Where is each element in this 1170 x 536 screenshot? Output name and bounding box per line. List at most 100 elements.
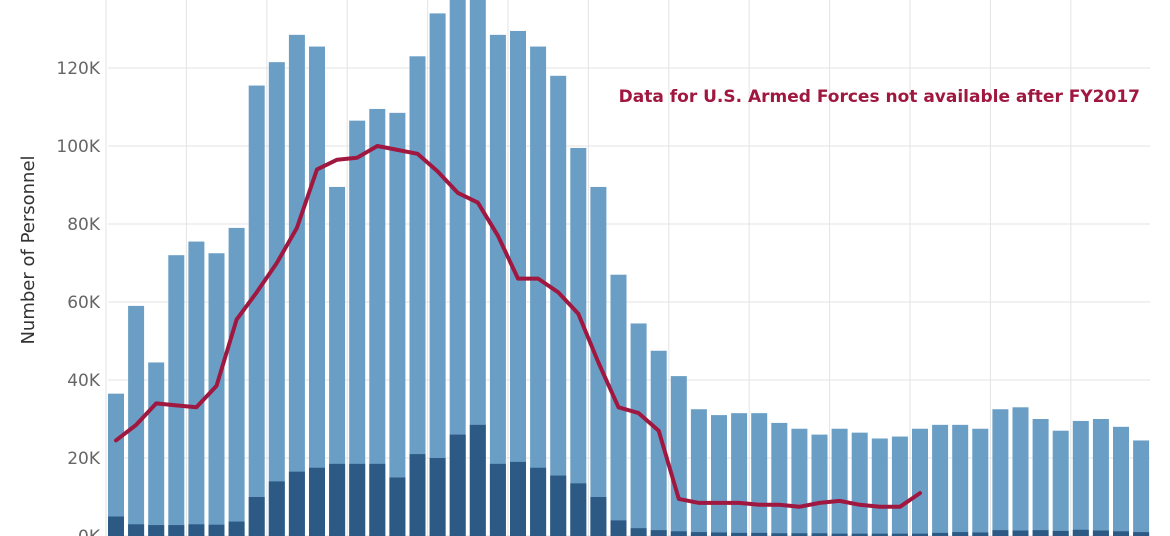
bar-subset [188, 524, 205, 536]
bar-subset [128, 524, 145, 536]
bar-subset [288, 471, 305, 536]
bar-subset [731, 532, 748, 536]
bar-subset [791, 533, 808, 536]
bar-total [871, 438, 888, 536]
bar-total [570, 147, 587, 536]
bar-subset [510, 461, 526, 536]
bar-total [751, 413, 768, 536]
bar-total [771, 422, 788, 536]
bar-total [1032, 419, 1049, 536]
bar-subset [1052, 530, 1069, 536]
bar-subset [1113, 531, 1129, 536]
bar-subset [349, 463, 366, 536]
y-tick-label: 80K [67, 215, 101, 235]
bar-total [791, 428, 808, 536]
y-axis-label: Number of Personnel [18, 155, 39, 344]
bar-total [992, 409, 1009, 536]
bar-total [128, 305, 145, 536]
bar-total [469, 0, 486, 536]
y-tick-label: 0K [78, 527, 101, 536]
bar-total [711, 415, 727, 536]
bar-subset [409, 454, 426, 536]
bar-subset [108, 516, 124, 536]
y-tick-label: 140K [56, 0, 100, 1]
bar-total [630, 323, 647, 536]
bar-subset [972, 532, 989, 536]
bar-subset [389, 477, 406, 536]
bar-subset [469, 424, 486, 536]
bar-subset [811, 533, 828, 536]
bar-total [851, 432, 868, 536]
bar-subset [148, 525, 165, 536]
bar-total [168, 255, 185, 536]
bar-total [188, 241, 205, 536]
bar-subset [228, 521, 245, 536]
bar-subset [449, 434, 466, 536]
bar-subset [831, 533, 848, 536]
bar-total [1072, 420, 1089, 536]
bar-subset [208, 524, 225, 536]
bar-subset [851, 533, 868, 536]
bar-total [248, 85, 265, 536]
bar-total [429, 13, 446, 536]
bar-total [449, 0, 466, 536]
bar-total [1052, 430, 1069, 536]
bar-subset [268, 481, 285, 536]
bar-total [670, 376, 687, 536]
bar-subset [932, 532, 949, 536]
bar-total [288, 34, 305, 536]
y-tick-label: 100K [56, 137, 100, 157]
bar-total [530, 46, 547, 536]
bar-total [650, 350, 667, 536]
bar-subset [912, 533, 928, 536]
bar-subset [751, 532, 768, 536]
y-tick-label: 20K [67, 449, 101, 469]
bar-subset [1092, 530, 1109, 536]
bar-subset [550, 475, 567, 536]
bar-subset [489, 463, 506, 536]
bar-subset [1012, 530, 1029, 536]
bar-total [349, 120, 366, 536]
bar-total [369, 108, 386, 536]
bar-total [731, 413, 748, 536]
bar-total [952, 424, 969, 536]
y-tick-label: 60K [67, 293, 101, 313]
bar-subset [610, 520, 627, 536]
bar-total [972, 428, 989, 536]
bar-total [208, 253, 225, 536]
bar-subset [590, 497, 607, 536]
bar-total [148, 362, 165, 536]
bar-total [690, 409, 707, 536]
bars-subset [108, 424, 1150, 536]
annotation-note: Data for U.S. Armed Forces not available… [619, 87, 1140, 107]
bar-subset [429, 458, 446, 536]
y-tick-label: 40K [67, 371, 101, 391]
bar-total [489, 34, 506, 536]
bar-subset [650, 530, 667, 536]
bar-subset [1032, 530, 1049, 536]
bar-subset [711, 532, 727, 536]
bar-subset [530, 467, 547, 536]
bar-subset [248, 497, 265, 536]
bar-total [329, 186, 346, 536]
bar-total [108, 393, 124, 536]
bar-subset [771, 533, 788, 536]
bar-subset [1072, 529, 1089, 536]
bar-subset [871, 533, 888, 536]
line-series [114, 144, 922, 509]
y-tick-label: 120K [56, 59, 100, 79]
bar-total [1113, 426, 1129, 536]
bar-total [268, 62, 285, 536]
bar-subset [670, 531, 687, 536]
bar-subset [952, 532, 969, 536]
bar-subset [630, 528, 647, 536]
y-axis-ticks: 0K 20K 40K 60K 80K 100K 120K 140K [56, 0, 100, 536]
bar-total [932, 424, 949, 536]
bar-subset [309, 467, 325, 536]
bar-subset [992, 530, 1009, 536]
bar-total [912, 428, 928, 536]
bar-subset [570, 483, 587, 536]
bar-total [309, 46, 325, 536]
bar-total [1133, 440, 1150, 536]
